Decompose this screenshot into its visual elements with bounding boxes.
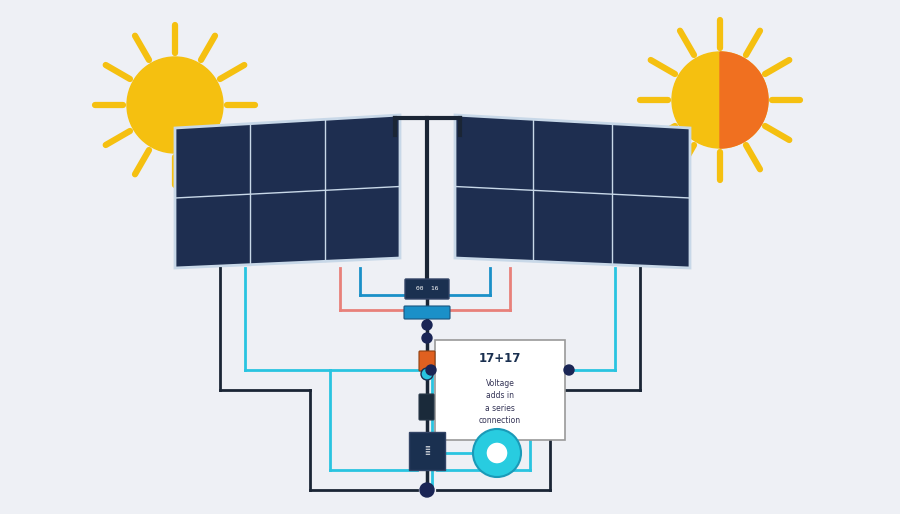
Text: 00  16: 00 16 xyxy=(416,286,438,291)
FancyBboxPatch shape xyxy=(419,351,435,371)
FancyBboxPatch shape xyxy=(404,306,450,319)
Circle shape xyxy=(420,483,434,497)
Circle shape xyxy=(127,57,223,153)
Circle shape xyxy=(486,442,508,464)
Circle shape xyxy=(473,429,521,477)
Text: 17+17: 17+17 xyxy=(479,352,521,364)
FancyBboxPatch shape xyxy=(435,340,565,440)
Circle shape xyxy=(422,333,432,343)
Text: Voltage
adds in
a series
connection: Voltage adds in a series connection xyxy=(479,379,521,425)
Circle shape xyxy=(422,320,432,330)
Circle shape xyxy=(426,365,436,375)
FancyBboxPatch shape xyxy=(405,279,449,299)
Circle shape xyxy=(421,368,433,380)
Wedge shape xyxy=(720,52,768,148)
FancyBboxPatch shape xyxy=(419,394,434,420)
Circle shape xyxy=(672,52,768,148)
FancyBboxPatch shape xyxy=(409,432,445,470)
Text: ≡
≡: ≡ ≡ xyxy=(424,445,430,457)
Polygon shape xyxy=(455,115,690,268)
Polygon shape xyxy=(175,115,400,268)
Circle shape xyxy=(564,365,574,375)
